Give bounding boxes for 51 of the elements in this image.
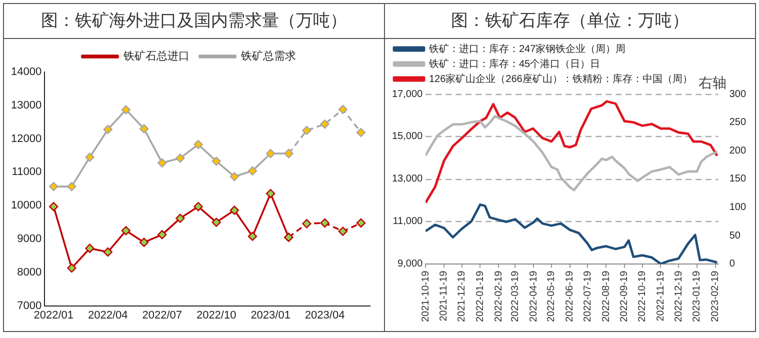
y-tick-label: 17,000 <box>392 88 424 100</box>
x-tick-label: 2021-11-19 <box>438 270 450 322</box>
x-tick-label: 2022-01-19 <box>474 270 486 322</box>
y2-tick-label: 300 <box>729 88 746 100</box>
x-tick-label: 2022-12-19 <box>673 270 684 322</box>
x-tick-label: 2022-03-19 <box>510 270 521 322</box>
x-tick-label: 2022-06-19 <box>564 270 576 322</box>
legend-label: 铁矿：进口：库存：247家钢铁企业（周）周 <box>428 42 626 55</box>
y-tick-label: 14000 <box>10 66 42 78</box>
x-tick-label: 2021-10-19 <box>420 270 432 322</box>
x-tick-label: 2023/01 <box>250 309 290 322</box>
y2-tick-label: 250 <box>729 117 746 128</box>
y-tick-label: 13,000 <box>392 174 424 185</box>
x-tick-label: 2022-08-19 <box>600 270 612 322</box>
y2-tick-label: 150 <box>729 174 746 185</box>
x-tick-label: 2022-05-19 <box>546 270 558 322</box>
legend-label: 铁矿总需求 <box>240 50 296 63</box>
x-tick-label: 2023-02-19 <box>710 270 722 322</box>
y-tick-label: 15,000 <box>392 131 424 142</box>
legend-label: 126家矿山企业（266座矿山）：铁精粉：库存：中国（周） <box>429 72 692 85</box>
legend-label: 铁矿：进口：库存：45个港口（日）日 <box>428 58 600 70</box>
y-tick-label: 10000 <box>10 200 42 212</box>
x-tick-label: 2022/01 <box>34 309 74 322</box>
text: 右轴 <box>698 76 726 92</box>
x-tick-label: 2022/04 <box>88 309 128 322</box>
x-tick-label: 2022-02-19 <box>493 270 504 322</box>
y-tick-label: 8000 <box>17 266 42 278</box>
legend-label: 铁矿石总进口 <box>122 50 190 63</box>
x-tick-label: 2023-01-19 <box>692 270 703 322</box>
x-tick-label: 2022-10-19 <box>637 270 648 322</box>
x-tick-label: 2022/10 <box>196 309 236 322</box>
y-tick-label: 11,000 <box>392 216 424 228</box>
y-tick-label: 9000 <box>17 233 42 246</box>
y2-tick-label: 100 <box>729 202 746 213</box>
y-tick-label: 9,000 <box>398 258 424 270</box>
y-tick-label: 13000 <box>10 99 42 112</box>
y2-tick-label: 200 <box>729 145 746 156</box>
chart-title: 图：铁矿海外进口及国内需求量（万吨） <box>4 4 384 39</box>
x-tick-label: 2021-12-19 <box>456 270 468 322</box>
x-tick-label: 2022-07-19 <box>582 270 594 322</box>
x-tick-label: 2022-09-19 <box>619 270 630 322</box>
x-tick-label: 2022-04-19 <box>528 270 540 322</box>
x-tick-label: 2023/04 <box>304 309 345 322</box>
y-tick-label: 12000 <box>10 132 42 145</box>
chart-title: 图：铁矿石库存（单位：万吨） <box>385 4 755 39</box>
y-tick-label: 7000 <box>17 300 42 312</box>
y2-tick-label: 50 <box>729 230 741 242</box>
x-tick-label: 2022-11-19 <box>655 270 666 322</box>
y-tick-label: 11000 <box>12 166 42 178</box>
y2-tick-label: 0 <box>729 258 736 270</box>
x-tick-label: 2022/07 <box>142 309 182 322</box>
